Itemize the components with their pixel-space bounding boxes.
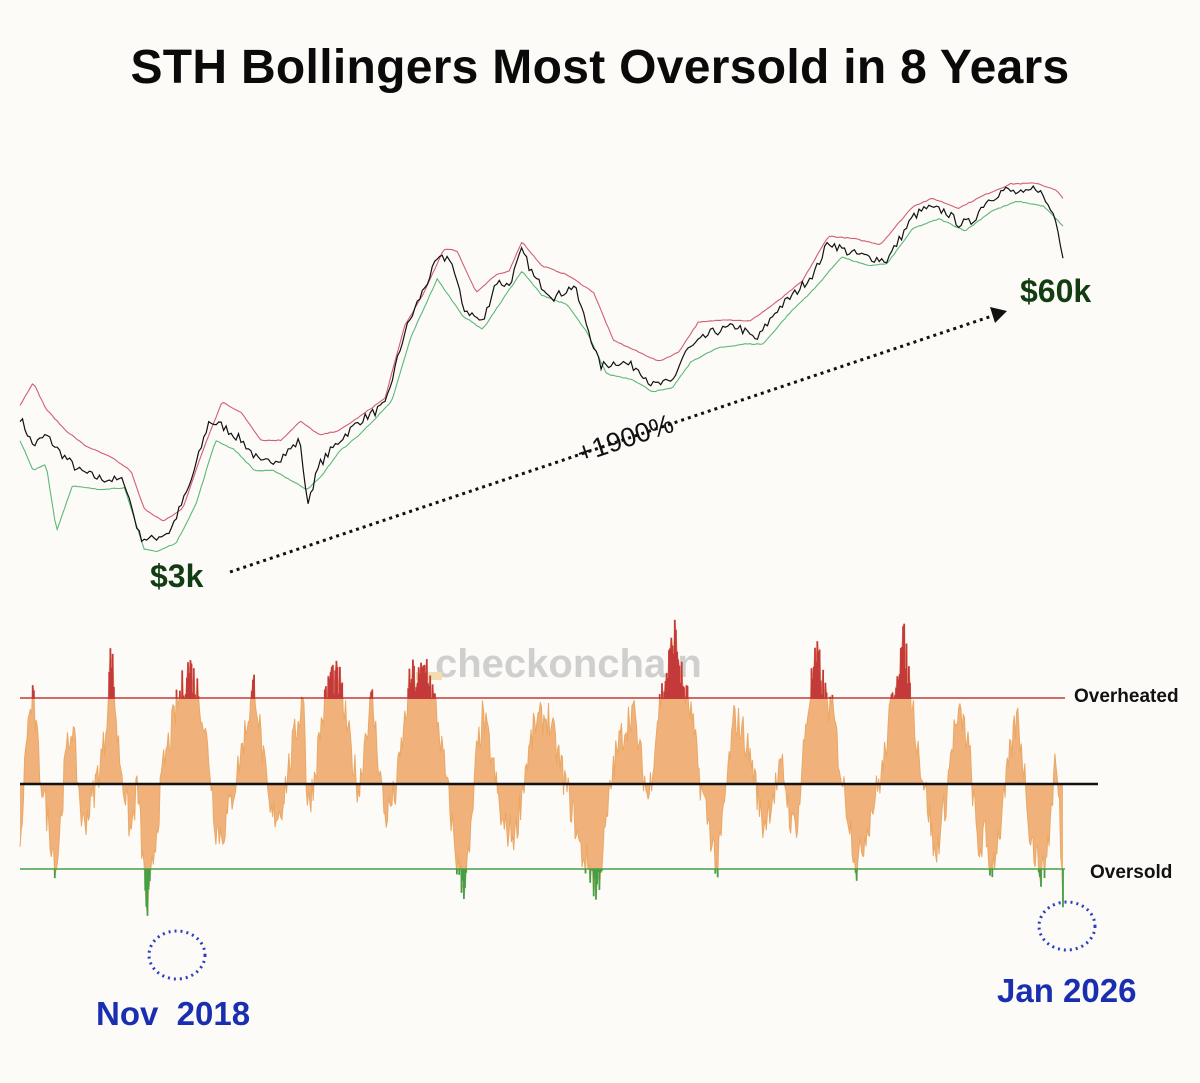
lower-bollinger-band-line [19,200,1064,553]
overheated-label: Overheated [1074,686,1179,707]
nov-2018-marker-circle [147,929,207,981]
price-panel: +1900% $3k $60k [19,182,1091,594]
growth-arrow-line [229,313,996,574]
low-price-label: $3k [150,558,204,594]
jan-2026-label: Jan 2026 [997,972,1136,1009]
oversold-excursions [53,869,1064,916]
growth-percent-label: +1900% [573,408,677,468]
watermark-logo-mark [416,672,442,680]
nov-2018-label: Nov 2018 [96,995,250,1032]
growth-arrow-head [990,307,1007,323]
oversold-label: Oversold [1090,862,1172,883]
price-line [19,185,1064,543]
oscillator-area [20,619,1063,916]
upper-bollinger-band-line [19,182,1064,522]
watermark-text: checkonchain [435,642,702,686]
current-price-label: $60k [1020,273,1091,309]
chart-title: STH Bollingers Most Oversold in 8 Years [130,41,1070,94]
oscillator-panel: Overheated Oversold Nov 2018 Jan 2026 [19,619,1179,1032]
jan-2026-marker-circle [1037,900,1097,952]
